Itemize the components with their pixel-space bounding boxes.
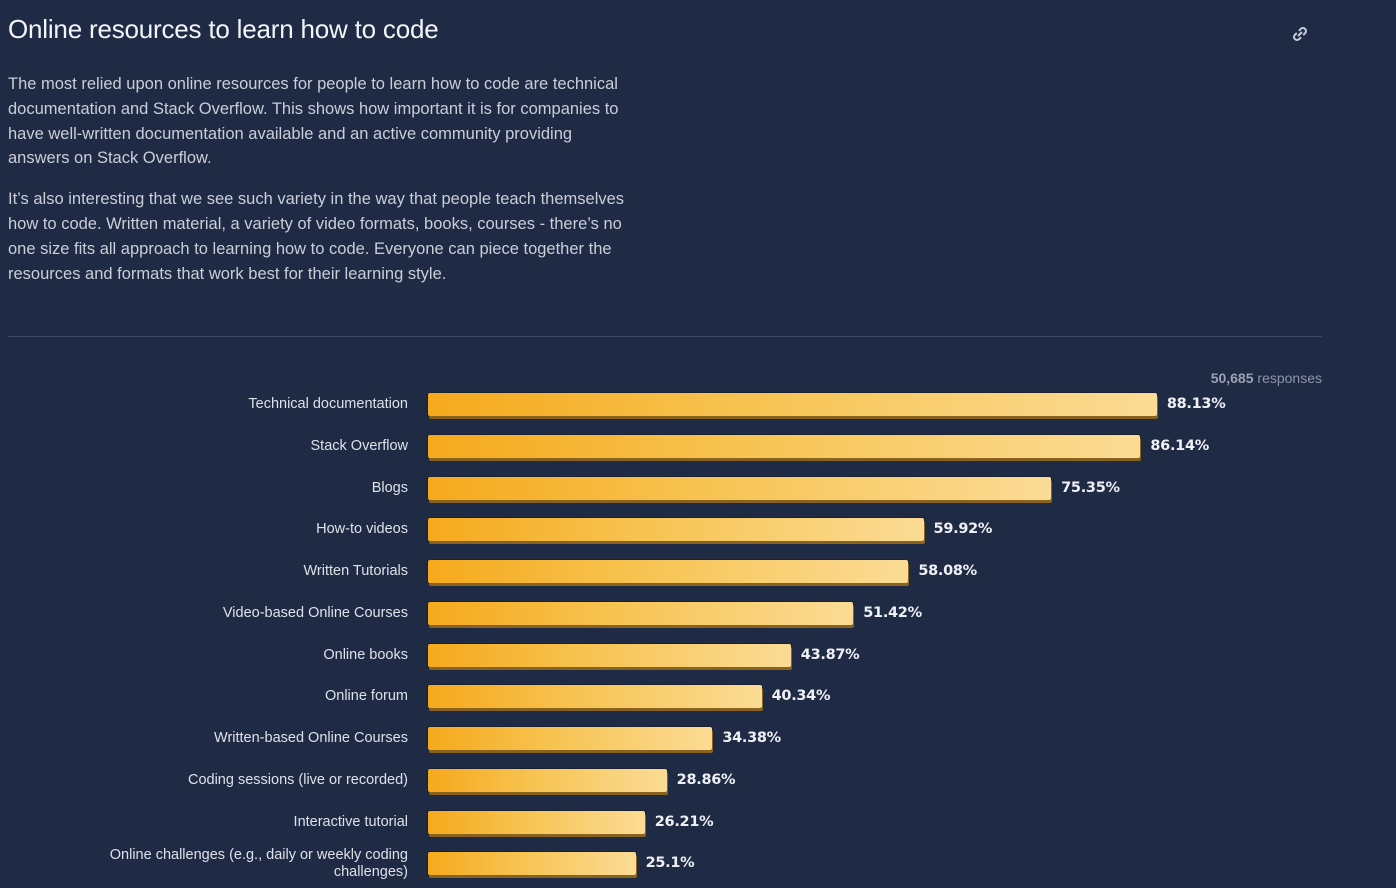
responses-number: 50,685 (1210, 370, 1254, 386)
bar[interactable] (428, 643, 791, 667)
bar[interactable] (428, 434, 1141, 458)
bar[interactable] (428, 560, 909, 583)
value-label: 25.1% (645, 855, 695, 872)
value-label: 43.87% (800, 646, 860, 663)
bar[interactable] (428, 685, 762, 709)
description-paragraph: It’s also interesting that we see such v… (8, 190, 625, 283)
value-label: 58.08% (918, 563, 977, 579)
bar[interactable] (428, 810, 645, 834)
copy-link-button[interactable] (1288, 22, 1312, 46)
page-title: Online resources to learn how to code (8, 14, 439, 44)
category-label: How-to videos (316, 521, 408, 538)
divider (8, 336, 1322, 337)
value-label: 88.13% (1166, 396, 1226, 412)
category-label: Blogs (371, 479, 408, 496)
category-label: Online books (323, 646, 408, 663)
description-paragraph: The most relied upon online resources fo… (8, 75, 619, 168)
category-label: Online challenges (e.g., daily or weekly… (109, 846, 408, 880)
bar[interactable] (428, 601, 854, 625)
category-label: Written-based Online Courses (214, 730, 408, 746)
bar[interactable] (428, 476, 1052, 500)
category-label: Video-based Online Courses (222, 604, 408, 621)
category-label: Interactive tutorial (293, 813, 408, 830)
category-label: Coding sessions (live or recorded) (187, 771, 408, 788)
link-icon (1293, 27, 1307, 41)
category-label: Stack Overflow (310, 437, 409, 454)
value-label: 51.42% (863, 604, 922, 621)
value-label: 40.34% (771, 688, 831, 705)
bar[interactable] (428, 852, 636, 876)
value-label: 75.35% (1061, 479, 1120, 496)
value-label: 59.92% (933, 521, 993, 538)
value-label: 86.14% (1150, 437, 1209, 454)
bar[interactable] (428, 768, 667, 792)
value-label: 28.86% (676, 771, 736, 788)
category-label: Online forum (324, 688, 408, 705)
responses-label: responses (1257, 370, 1322, 386)
value-label: 34.38% (722, 730, 781, 746)
bar[interactable] (428, 518, 924, 542)
description: The most relied upon online resources fo… (8, 72, 638, 302)
value-label: 26.21% (654, 813, 714, 830)
bar[interactable] (428, 393, 1157, 416)
bar[interactable] (428, 727, 713, 750)
category-label: Written Tutorials (303, 563, 409, 579)
responses-count: 50,685 responses (1211, 370, 1322, 386)
category-label: Technical documentation (248, 396, 408, 412)
